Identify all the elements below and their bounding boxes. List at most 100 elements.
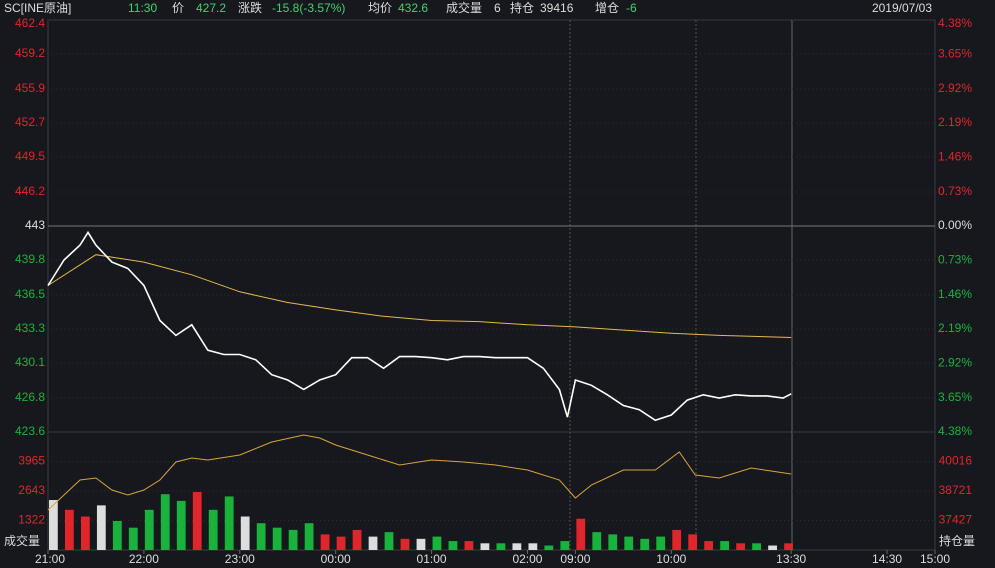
volume-bar	[624, 536, 634, 550]
volume-bar	[208, 509, 218, 550]
volume-tick-label: 2643	[18, 483, 45, 497]
volume-bar	[480, 543, 490, 550]
volume-bar	[688, 534, 698, 550]
x-tick-label: 22:00	[129, 552, 159, 566]
y-tick-label: 446.2	[15, 184, 45, 198]
x-tick-label: 23:00	[225, 552, 255, 566]
value: 432.6	[398, 1, 428, 15]
volume-bar	[448, 541, 458, 550]
volume-bar	[352, 529, 362, 550]
avg-line	[47, 254, 792, 338]
x-tick-label: 21:00	[35, 552, 65, 566]
volume-bar	[544, 545, 554, 550]
pct-tick-label: 4.38%	[938, 424, 972, 438]
pct-tick-label: 2.92%	[938, 356, 972, 370]
x-tick-label: 14:30	[872, 552, 902, 566]
volume-bar	[304, 523, 314, 550]
volume-tick-label: 1322	[18, 513, 45, 527]
volume-bar	[656, 536, 666, 550]
volume-bar	[640, 538, 650, 550]
y-tick-label: 423.6	[15, 424, 45, 438]
volume-bar	[592, 532, 602, 550]
y-tick-label: 439.8	[15, 252, 45, 266]
volume-bar	[49, 500, 58, 550]
y-tick-label: 433.3	[15, 321, 45, 335]
oi-tick-label: 40016	[939, 454, 973, 468]
x-tick-label: 00:00	[321, 552, 351, 566]
x-tick-label: 01:00	[417, 552, 447, 566]
y-tick-label: 459.2	[15, 46, 45, 60]
volume-bar	[240, 516, 250, 550]
volume-tick-label: 3965	[18, 454, 45, 468]
volume-bar	[256, 523, 266, 550]
y-tick-label: 426.8	[15, 390, 45, 404]
pct-tick-label: 2.92%	[938, 81, 972, 95]
x-tick-label: 02:00	[512, 552, 542, 566]
y-tick-label: 462.4	[15, 16, 45, 30]
volume-bar	[704, 541, 714, 550]
label: 价	[172, 1, 184, 15]
value: 6	[494, 1, 501, 15]
header: SC[INE原油] 11:30 价 427.2 涨跌 -15.8(-3.57%)…	[4, 0, 932, 15]
volume-bar	[496, 543, 506, 550]
date: 2019/07/03	[872, 1, 932, 15]
volume-bar	[336, 536, 346, 550]
oi-line	[47, 434, 792, 511]
pct-tick-label: 0.73%	[938, 184, 972, 198]
label: 均价	[368, 1, 392, 15]
volume-bar	[416, 538, 426, 550]
volume-bar	[112, 520, 122, 550]
y-tick-label: 430.1	[15, 355, 45, 369]
y-tick-label: 443	[25, 218, 45, 232]
pct-tick-label: 0.73%	[938, 253, 972, 267]
volume-bar	[128, 527, 138, 550]
y-tick-label: 449.5	[15, 149, 45, 163]
oi-axis-title: 持仓量	[939, 533, 975, 548]
volume-bar	[464, 541, 474, 550]
volume-bar	[784, 543, 793, 550]
volume-bar	[192, 491, 202, 550]
volume-axis-title: 成交量	[4, 533, 40, 548]
pct-tick-label: 1.46%	[938, 287, 972, 301]
x-tick-label: 09:00	[560, 552, 590, 566]
volume-bar	[368, 536, 378, 550]
value: 39416	[540, 1, 574, 15]
volume-bar	[736, 543, 746, 550]
volume-bar	[176, 500, 186, 550]
volume-bar	[400, 538, 410, 550]
volume-bar	[768, 545, 777, 550]
y-tick-label: 436.5	[15, 287, 45, 301]
volume-bar	[512, 543, 522, 550]
x-tick-label: 13:30	[776, 552, 806, 566]
volume-bar	[528, 543, 538, 550]
y-tick-label: 452.7	[15, 115, 45, 129]
x-tick-label: 10:00	[656, 552, 686, 566]
y-tick-label: 455.9	[15, 81, 45, 95]
label: 成交量	[446, 0, 482, 15]
pct-tick-label: 1.46%	[938, 150, 972, 164]
label: 涨跌	[238, 0, 262, 15]
volume-bar	[288, 529, 298, 550]
oi-tick-label: 38721	[939, 483, 973, 497]
volume-bar	[160, 494, 170, 550]
price-line	[47, 230, 792, 422]
pct-tick-label: 3.65%	[938, 47, 972, 61]
volume-bar	[560, 541, 570, 550]
label: 增仓	[595, 1, 619, 15]
value: -6	[626, 1, 637, 15]
pct-tick-label: 3.65%	[938, 390, 972, 404]
time: 11:30	[128, 1, 157, 15]
value: 427.2	[196, 1, 226, 15]
value: -15.8(-3.57%)	[272, 1, 345, 15]
volume-bar	[64, 509, 74, 550]
volume-bar	[224, 496, 234, 550]
volume-bar	[272, 527, 282, 550]
x-tick-label: 15:00	[920, 552, 950, 566]
volume-bar	[96, 505, 106, 550]
volume-bar	[144, 509, 154, 550]
volume-bar	[672, 529, 682, 550]
volume-bar	[720, 541, 730, 550]
